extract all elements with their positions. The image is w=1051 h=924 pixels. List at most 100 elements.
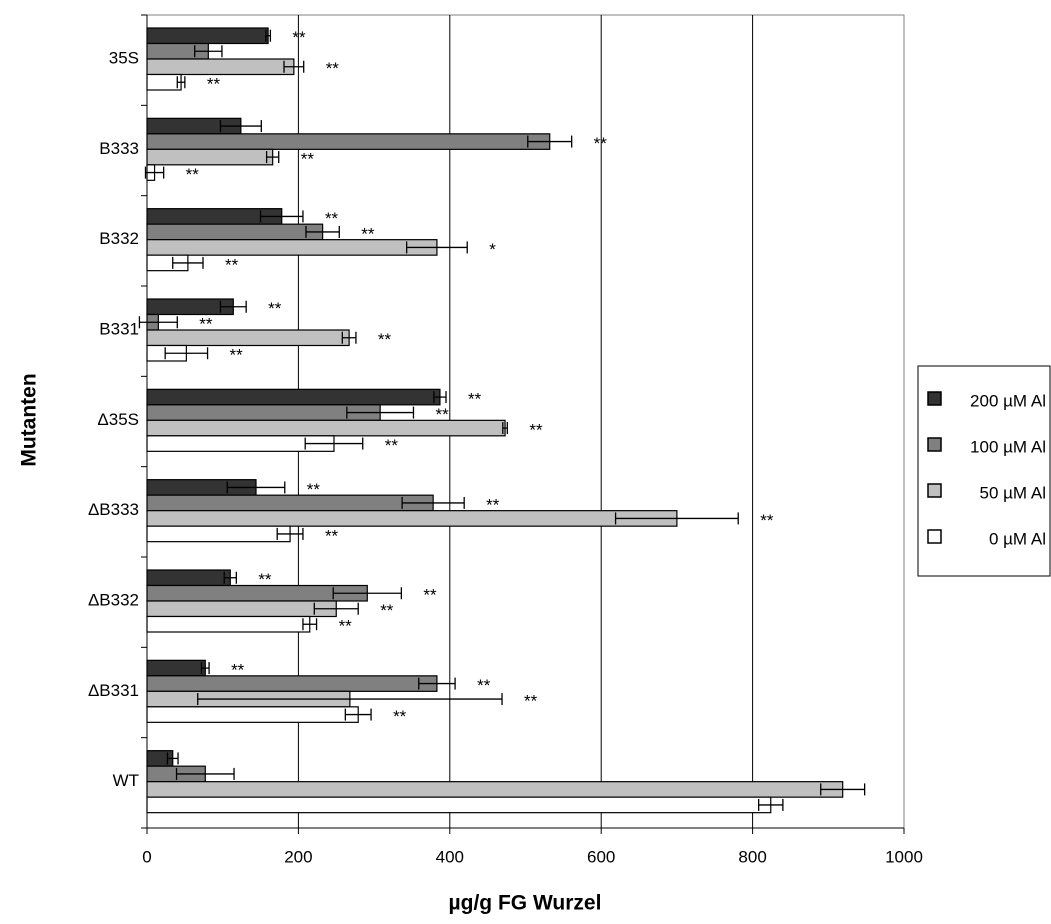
significance-label: ** (477, 676, 491, 695)
bar (146, 706, 359, 723)
bar (146, 148, 274, 166)
error-bar (219, 300, 247, 313)
x-tick-label: 200 (284, 847, 312, 866)
bar (146, 58, 295, 76)
error-bar (259, 210, 304, 223)
significance-label: ** (380, 601, 394, 620)
bar (146, 510, 678, 527)
error-bar (313, 602, 359, 615)
x-tick-label: 400 (436, 847, 464, 866)
error-bar (265, 29, 272, 42)
legend-swatch (927, 483, 942, 498)
error-bar (344, 708, 372, 721)
significance-label: ** (760, 511, 774, 530)
bar (146, 796, 772, 814)
error-bar (304, 437, 364, 450)
bar (146, 133, 551, 150)
x-tick-label: 0 (142, 847, 151, 866)
error-bar (305, 225, 340, 238)
error-bar (172, 256, 204, 269)
bar (146, 675, 438, 692)
significance-label: ** (361, 224, 375, 243)
x-axis-label: µg/g FG Wurzel (449, 892, 602, 915)
error-bar (276, 527, 304, 540)
error-bar (226, 481, 286, 494)
legend-label: 200 µM Al (970, 391, 1046, 410)
y-tick-label: B332 (99, 229, 139, 248)
error-bar (283, 60, 305, 73)
error-bar (614, 512, 739, 525)
error-bar (302, 618, 318, 631)
error-bar (176, 76, 186, 89)
error-bar (144, 166, 165, 179)
x-tick-label: 800 (738, 847, 766, 866)
legend-swatch (927, 391, 942, 406)
bar (146, 239, 438, 256)
error-bar (527, 135, 573, 148)
significance-label: ** (207, 75, 221, 94)
bar (146, 223, 324, 241)
significance-label: ** (268, 299, 282, 318)
significance-label: ** (435, 405, 449, 424)
legend-swatch (927, 437, 942, 452)
significance-label: ** (524, 692, 538, 711)
y-tick-label: B333 (99, 139, 139, 158)
y-tick-label: ΔB331 (88, 681, 139, 700)
bar (146, 388, 441, 406)
significance-label: ** (326, 59, 340, 78)
error-bar (219, 120, 262, 133)
legend-label: 0 µM Al (989, 529, 1046, 548)
error-bar (502, 422, 508, 435)
x-tick-label: 1000 (885, 847, 923, 866)
y-tick-label: Δ35S (97, 410, 139, 429)
bar (146, 525, 291, 543)
significance-label: ** (339, 617, 353, 636)
error-bar (332, 587, 403, 600)
legend-swatch (927, 529, 942, 544)
significance-label: ** (231, 661, 245, 680)
significance-label: * (489, 240, 496, 259)
significance-label: ** (385, 436, 399, 455)
legend-label: 100 µM Al (970, 437, 1046, 456)
significance-label: ** (423, 586, 437, 605)
significance-label: ** (307, 480, 321, 499)
y-tick-label: ΔB332 (88, 590, 139, 609)
error-bar (265, 151, 280, 164)
bar (146, 73, 182, 91)
legend-label: 50 µM Al (980, 483, 1047, 502)
bar (146, 27, 269, 45)
y-axis-label: Mutanten (18, 373, 41, 466)
bar (146, 404, 381, 421)
error-bar (166, 752, 179, 765)
bar (146, 781, 844, 798)
bar (146, 569, 231, 587)
significance-label: ** (301, 150, 315, 169)
significance-label: ** (199, 315, 213, 334)
error-bar (406, 241, 468, 254)
bar (146, 615, 311, 633)
error-bar (223, 571, 237, 584)
bar (146, 329, 350, 347)
significance-label: ** (594, 134, 608, 153)
error-bar (138, 316, 178, 329)
significance-label: ** (378, 330, 392, 349)
y-tick-label: WT (113, 771, 139, 790)
error-bar (758, 798, 784, 811)
error-bar (164, 347, 209, 360)
bar (146, 419, 506, 437)
error-bar (820, 783, 866, 796)
significance-label: ** (258, 570, 272, 589)
error-bar (418, 677, 456, 690)
error-bar (401, 496, 465, 509)
significance-label: ** (186, 165, 200, 184)
y-tick-label: B331 (99, 319, 139, 338)
significance-label: ** (325, 526, 339, 545)
x-tick-label: 600 (587, 847, 615, 866)
y-tick-label: 35S (109, 48, 139, 67)
error-bar (194, 45, 223, 58)
error-bar (175, 767, 235, 780)
significance-label: ** (225, 255, 239, 274)
error-bar (346, 406, 415, 419)
error-bar (433, 391, 447, 404)
